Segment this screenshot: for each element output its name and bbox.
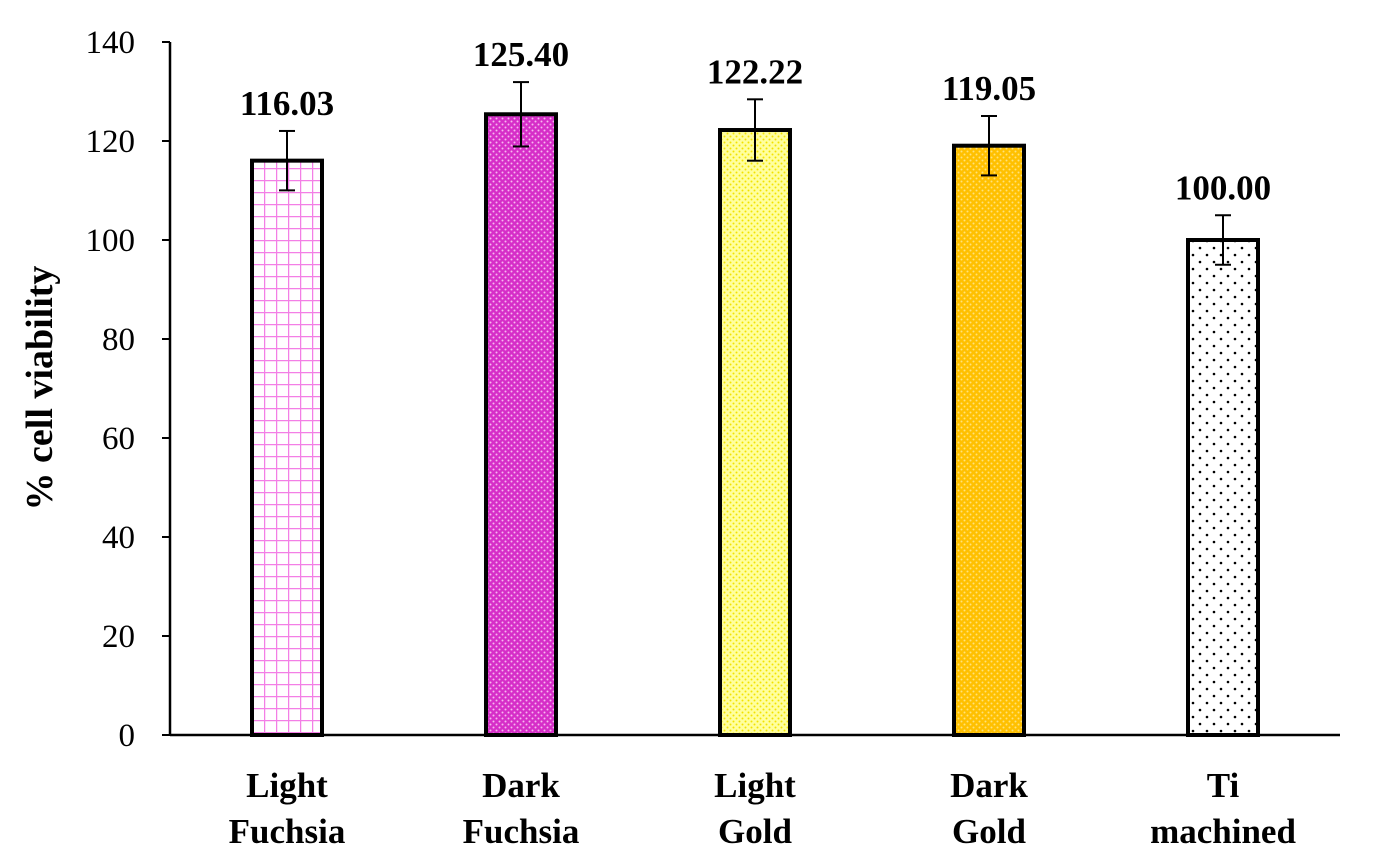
y-tick-label: 40 bbox=[102, 520, 135, 556]
category-label-0: Fuchsia bbox=[229, 812, 346, 851]
bar-2 bbox=[718, 128, 792, 738]
category-label-2: Light bbox=[714, 766, 796, 805]
y-tick-label: 100 bbox=[86, 223, 136, 259]
data-labels: 116.03 125.40 122.22 119.05 100.00 bbox=[240, 35, 1271, 207]
data-label-3: 119.05 bbox=[942, 69, 1036, 108]
data-label-0: 116.03 bbox=[240, 84, 334, 123]
y-axis-title: % cell viability bbox=[19, 266, 61, 511]
category-label-1: Dark bbox=[482, 766, 560, 805]
y-tick-label: 20 bbox=[102, 619, 135, 655]
y-tick-label: 60 bbox=[102, 421, 135, 457]
category-label-4: machined bbox=[1150, 812, 1296, 851]
category-label-2: Gold bbox=[718, 812, 792, 851]
y-axis-title-group: % cell viability bbox=[19, 266, 61, 511]
data-label-1: 125.40 bbox=[473, 35, 569, 74]
category-label-3: Gold bbox=[952, 812, 1026, 851]
y-tick-label: 140 bbox=[86, 25, 136, 61]
data-label-2: 122.22 bbox=[707, 52, 803, 91]
data-label-4: 100.00 bbox=[1175, 168, 1271, 207]
bar-4 bbox=[1186, 238, 1260, 737]
bar-0 bbox=[250, 158, 324, 738]
category-label-0: Light bbox=[246, 766, 328, 805]
y-tick-label: 120 bbox=[86, 124, 136, 160]
category-label-1: Fuchsia bbox=[463, 812, 580, 851]
category-label-4: Ti bbox=[1207, 766, 1240, 805]
y-tick-label: 80 bbox=[102, 322, 135, 358]
y-axis-ticks: 0 20 40 60 80 100 120 140 bbox=[86, 25, 170, 754]
bars bbox=[250, 112, 1260, 738]
y-tick-label: 0 bbox=[119, 718, 136, 754]
category-label-3: Dark bbox=[950, 766, 1028, 805]
error-bars bbox=[279, 81, 1231, 266]
category-labels: Light Fuchsia Dark Fuchsia Light Gold Dark Gold… bbox=[229, 766, 1297, 851]
bar-3 bbox=[952, 143, 1026, 737]
bar-1 bbox=[484, 112, 558, 737]
